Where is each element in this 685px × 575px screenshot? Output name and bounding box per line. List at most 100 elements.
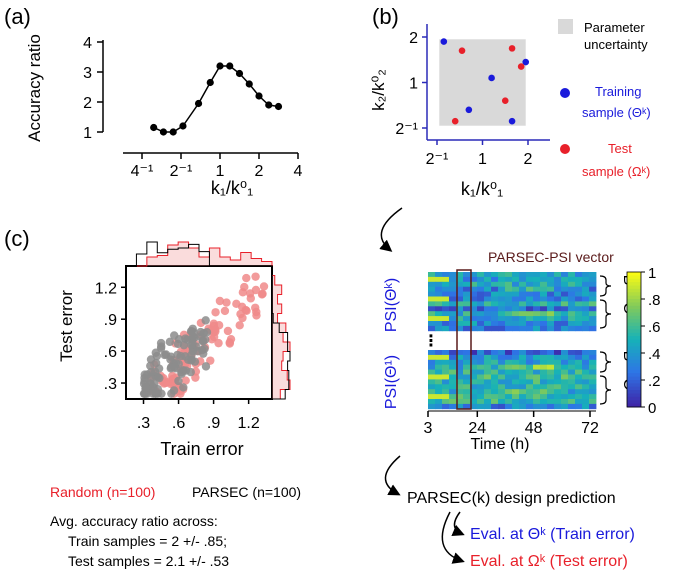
psi-top-cell [575, 296, 583, 302]
psi-top-cell [589, 296, 597, 302]
colorbar-segment [627, 366, 641, 371]
psi-bottom-cell [470, 364, 478, 370]
random-sample-point [181, 376, 190, 385]
psi-bottom-cell [484, 399, 492, 405]
psi-title: PARSEC-PSI vector [488, 249, 614, 265]
parsec-sample-point [173, 350, 182, 360]
parsec-sample-point [190, 357, 200, 366]
psi-top-cell [442, 291, 450, 297]
psi-top-cell [442, 272, 450, 278]
psi-top-cell [519, 325, 527, 332]
parsec-sample-point [167, 389, 176, 398]
psi-top-cell [533, 291, 541, 297]
psi-top-cell [582, 291, 590, 297]
psi-bottom-cell [470, 379, 478, 385]
psi-bottom-cell [428, 394, 436, 400]
parsec-sample-point [179, 340, 189, 350]
psi-top-cell [512, 296, 520, 302]
psi-top-cell [582, 286, 590, 292]
psi-brace [599, 299, 612, 329]
psi-top-cell [519, 272, 527, 278]
psi-top-cell [456, 316, 464, 322]
psi-top-cell [519, 301, 527, 307]
psi-top-cell [554, 301, 562, 307]
psi-top-cell [470, 301, 478, 307]
random-sample-point [259, 282, 269, 291]
psi-bottom-cell [519, 384, 527, 390]
psi-top-cell [526, 296, 534, 302]
psi-bottom-cell [547, 384, 555, 390]
psi-top-cell [477, 272, 485, 278]
psi-bottom-cell [582, 399, 590, 405]
psi-bottom-cell [575, 354, 583, 361]
colorbar-segment [627, 342, 641, 347]
psi-top-cell [477, 276, 485, 283]
psi-top-cell [456, 281, 464, 288]
psi-bottom-cell [491, 369, 499, 375]
parsec-sample-point [202, 328, 212, 337]
psi-bottom-cell [575, 364, 583, 370]
psi-bottom-cell [435, 379, 443, 385]
parsec-sample-point [187, 326, 196, 336]
colorbar-segment [627, 369, 641, 374]
random-sample-point [223, 326, 233, 336]
psi-bottom-cell [470, 384, 478, 390]
psi-bottom-cell [498, 359, 506, 366]
colorbar-segment [627, 319, 641, 324]
psi-top-cell [463, 286, 471, 292]
psi-bottom-cell [477, 350, 485, 356]
psi-bottom-cell [519, 389, 527, 395]
psi-bottom-cell [428, 403, 436, 410]
psi-bottom-cell [428, 364, 436, 370]
psi-bottom-cell [519, 394, 527, 400]
psi-bottom-cell [470, 374, 478, 380]
colorbar-segment [627, 356, 641, 361]
psi-bottom-cell [463, 350, 471, 356]
psi-top-cell [561, 301, 569, 307]
psi-bottom-cell [526, 389, 534, 395]
psi-bottom-cell [533, 354, 541, 361]
colorbar-segment [627, 305, 641, 310]
psi-bottom-cell [582, 374, 590, 380]
parsec-sample-point [198, 345, 207, 355]
psi-bottom-cell [589, 384, 597, 390]
colorbar-segment [627, 359, 641, 364]
psi-bottom-cell [435, 369, 443, 375]
psi-top-cell [589, 291, 597, 297]
legend-train-line1: Training [595, 84, 641, 99]
psi-top-cell [484, 321, 492, 327]
psi-brace [599, 275, 612, 297]
psi-bottom-cell [561, 394, 569, 400]
psi-top-cell [540, 291, 548, 297]
random-sample-point [246, 294, 255, 303]
psi-top-cell [519, 281, 527, 288]
psi-top-cell [568, 325, 576, 332]
panel-b-ylabel: k₂/k⁰₂ [369, 69, 388, 111]
psi-bottom-cell [589, 374, 597, 380]
psi-top-cell [491, 276, 499, 283]
colorbar-segment [627, 336, 641, 340]
psi-bottom-cell [575, 379, 583, 385]
psi-bottom-cell [589, 379, 597, 385]
psi-bottom-cell [533, 369, 541, 375]
psi-top-cell [449, 272, 457, 278]
parsec-sample-point [151, 389, 160, 398]
panel-c-ytick-label: 1.2 [95, 280, 117, 297]
psi-bottom-cell [477, 384, 485, 390]
psi-top-cell [561, 276, 569, 283]
psi-top-cell [519, 316, 527, 322]
colorbar-tick-label: 1 [648, 265, 656, 282]
psi-bottom-cell [449, 359, 457, 366]
psi-top-cell [519, 276, 527, 283]
psi-bottom-cell [547, 399, 555, 405]
psi-top-cell [442, 321, 450, 327]
psi-bottom-cell [442, 364, 450, 370]
psi-top-cell [589, 321, 597, 327]
psi-bottom-cell [470, 359, 478, 366]
psi-bottom-cell [582, 403, 590, 410]
psi-top-cell [589, 281, 597, 288]
psi-top-cell [575, 276, 583, 283]
psi-top-cell [540, 306, 548, 312]
psi-bottom-cell [442, 389, 450, 395]
